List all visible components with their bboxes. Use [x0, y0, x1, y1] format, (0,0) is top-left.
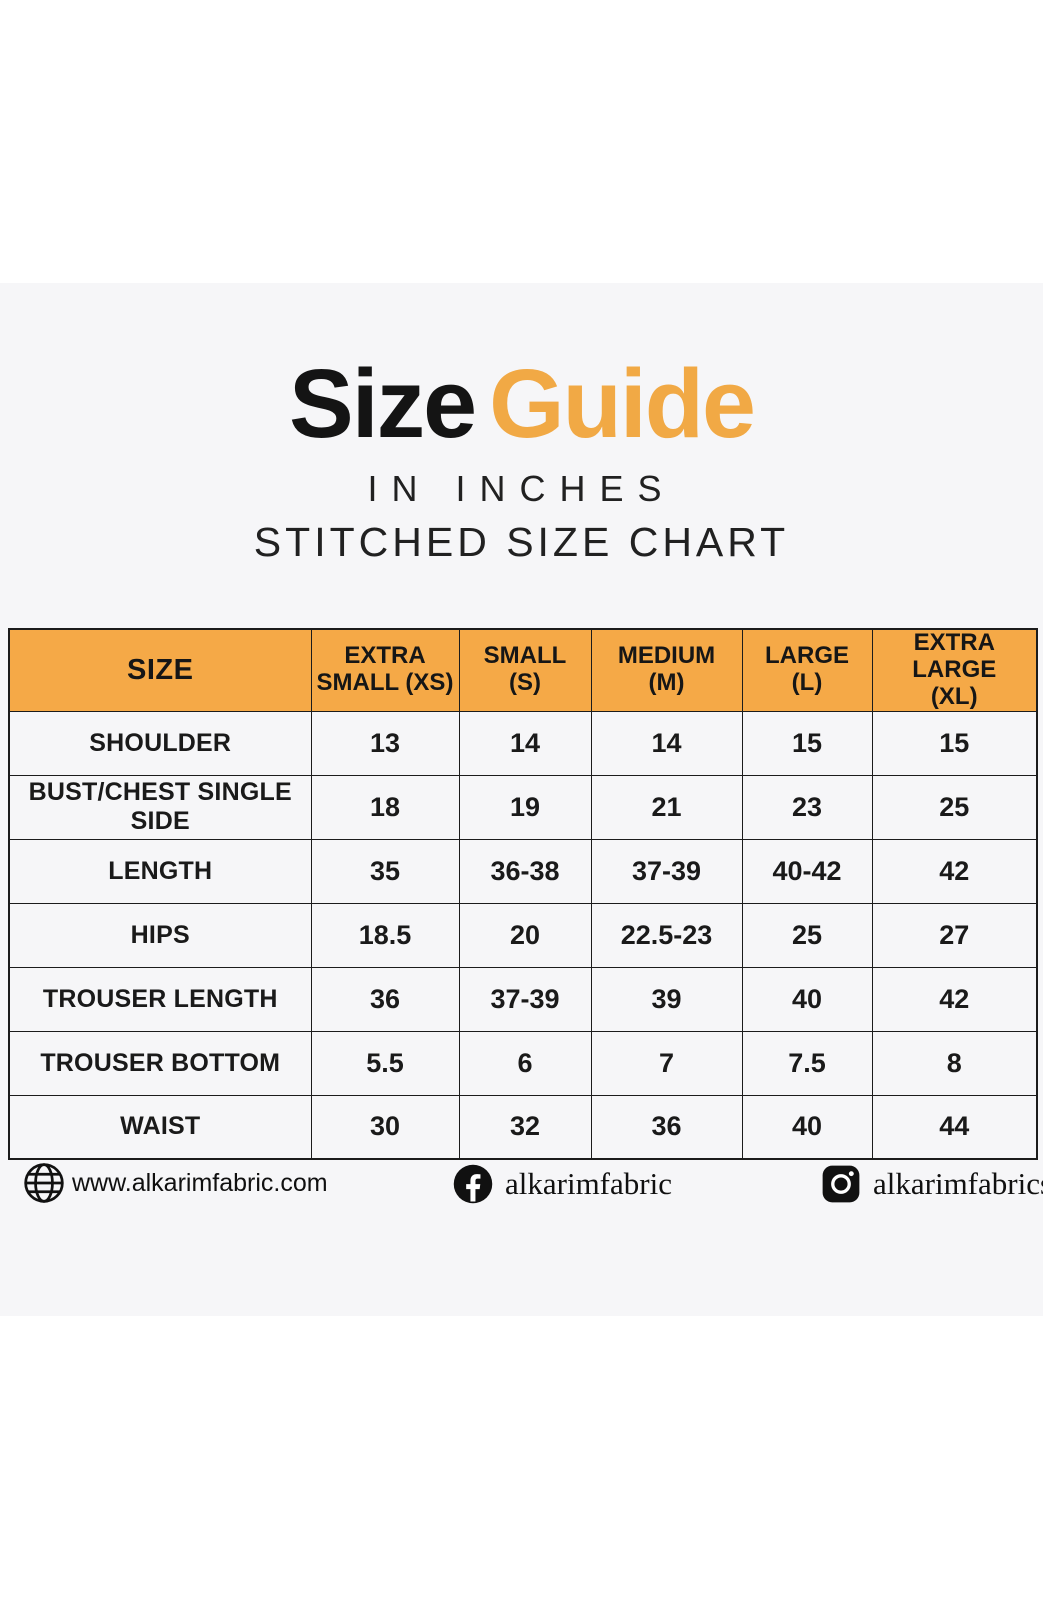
title-block: Size Guide IN INCHES STITCHED SIZE CHART — [0, 355, 1043, 566]
table-cell: 37-39 — [590, 838, 743, 904]
table-cell: 30 — [310, 1094, 460, 1160]
table-cell: 13 — [310, 710, 460, 776]
instagram-handle: alkarimfabrics — [873, 1166, 1043, 1201]
row-label: HIPS — [8, 902, 312, 968]
table-header-row: SIZE EXTRA SMALL (XS) SMALL (S) MEDIUM (M) … — [8, 628, 1038, 712]
table-cell: 39 — [590, 966, 743, 1032]
table-cell: 7 — [590, 1030, 743, 1096]
table-cell: 36 — [310, 966, 460, 1032]
row-label: TROUSER BOTTOM — [8, 1030, 312, 1096]
title-word-guide: Guide — [489, 349, 756, 458]
table-cell: 27 — [871, 902, 1038, 968]
table-cell: 42 — [871, 966, 1038, 1032]
table-cell: 20 — [458, 902, 592, 968]
subtitle-stitched-size-chart: STITCHED SIZE CHART — [253, 519, 790, 565]
header-cell-small: SMALL (S) — [458, 628, 592, 712]
table-cell: 22.5-23 — [590, 902, 743, 968]
footer-instagram: alkarimfabrics — [820, 1163, 1043, 1205]
footer-website: www.alkarimfabric.com — [22, 1161, 328, 1205]
table-cell: 40 — [741, 966, 873, 1032]
table-cell: 36 — [590, 1094, 743, 1160]
table-cell: 23 — [741, 774, 873, 840]
table-cell: 36-38 — [458, 838, 592, 904]
footer-facebook: alkarimfabric — [452, 1163, 672, 1205]
content-band: Size Guide IN INCHES STITCHED SIZE CHART … — [0, 283, 1043, 1316]
website-url: www.alkarimfabric.com — [72, 1168, 328, 1197]
title-word-size: Size — [289, 349, 477, 458]
table-cell: 15 — [871, 710, 1038, 776]
globe-icon — [22, 1161, 66, 1205]
table-row-length: LENGTH 35 36-38 37-39 40-42 42 — [8, 838, 1038, 904]
header-cell-extra-large: EXTRA LARGE (XL) — [871, 628, 1038, 712]
instagram-icon — [820, 1163, 862, 1205]
table-cell: 40-42 — [741, 838, 873, 904]
header-cell-medium: MEDIUM (M) — [590, 628, 743, 712]
table-cell: 15 — [741, 710, 873, 776]
row-label: TROUSER LENGTH — [8, 966, 312, 1032]
table-cell: 14 — [458, 710, 592, 776]
row-label: WAIST — [8, 1094, 312, 1160]
size-chart-table: SIZE EXTRA SMALL (XS) SMALL (S) MEDIUM (M) … — [8, 628, 1038, 1161]
header-cell-large: LARGE (L) — [741, 628, 873, 712]
table-cell: 35 — [310, 838, 460, 904]
table-cell: 5.5 — [310, 1030, 460, 1096]
table-cell: 7.5 — [741, 1030, 873, 1096]
header-cell-size: SIZE — [8, 628, 312, 712]
table-cell: 18.5 — [310, 902, 460, 968]
table-cell: 25 — [871, 774, 1038, 840]
table-cell: 37-39 — [458, 966, 592, 1032]
table-cell: 25 — [741, 902, 873, 968]
table-cell: 14 — [590, 710, 743, 776]
table-row-shoulder: SHOULDER 13 14 14 15 15 — [8, 710, 1038, 776]
table-cell: 44 — [871, 1094, 1038, 1160]
facebook-handle: alkarimfabric — [505, 1166, 672, 1201]
table-cell: 19 — [458, 774, 592, 840]
table-cell: 42 — [871, 838, 1038, 904]
table-row-trouser-length: TROUSER LENGTH 36 37-39 39 40 42 — [8, 966, 1038, 1032]
table-row-trouser-bottom: TROUSER BOTTOM 5.5 6 7 7.5 8 — [8, 1030, 1038, 1096]
table-cell: 6 — [458, 1030, 592, 1096]
row-label: BUST/CHEST SINGLE SIDE — [8, 774, 312, 840]
table-row-waist: WAIST 30 32 36 40 44 — [8, 1094, 1038, 1160]
table-cell: 18 — [310, 774, 460, 840]
subtitle-in-inches: IN INCHES — [367, 468, 676, 509]
page-title: Size Guide — [0, 355, 1043, 452]
table-cell: 8 — [871, 1030, 1038, 1096]
table-cell: 32 — [458, 1094, 592, 1160]
table-cell: 21 — [590, 774, 743, 840]
table-cell: 40 — [741, 1094, 873, 1160]
footer: www.alkarimfabric.com alkarimfabric — [0, 1161, 1043, 1221]
row-label: LENGTH — [8, 838, 312, 904]
table-row-hips: HIPS 18.5 20 22.5-23 25 27 — [8, 902, 1038, 968]
header-cell-extra-small: EXTRA SMALL (XS) — [310, 628, 460, 712]
row-label: SHOULDER — [8, 710, 312, 776]
table-row-bust-chest: BUST/CHEST SINGLE SIDE 18 19 21 23 25 — [8, 774, 1038, 840]
facebook-icon — [452, 1163, 494, 1205]
